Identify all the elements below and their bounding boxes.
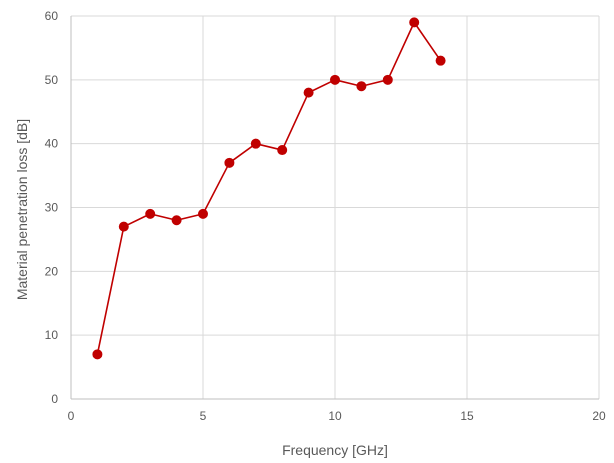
data-point [330, 74, 340, 85]
y-tick-label: 60 [45, 9, 59, 23]
y-tick-label: 50 [45, 73, 59, 87]
y-tick-label: 0 [51, 392, 58, 406]
y-axis-title: Material penetration loss [dB] [14, 119, 30, 300]
x-tick-label: 20 [592, 409, 606, 423]
axes [70, 16, 599, 400]
data-point [198, 208, 208, 219]
gridlines [71, 15, 600, 399]
series-line [96, 21, 442, 355]
y-tick-label: 40 [45, 137, 59, 151]
data-point [118, 221, 129, 232]
data-series [92, 17, 446, 360]
data-point [171, 215, 182, 226]
data-point [382, 74, 393, 85]
x-tick-labels: 0 5 10 15 20 [68, 409, 606, 423]
y-tick-label: 10 [45, 328, 59, 342]
data-point [250, 138, 261, 149]
y-tick-label: 20 [45, 264, 59, 278]
x-tick-label: 0 [68, 409, 75, 423]
data-point [224, 157, 235, 168]
data-point [435, 55, 446, 66]
x-tick-label: 5 [200, 409, 207, 423]
data-point [277, 145, 288, 156]
data-point [145, 208, 156, 219]
y-tick-labels: 0 10 20 30 40 50 60 [45, 9, 59, 406]
data-point [92, 349, 103, 360]
data-point [356, 81, 367, 92]
x-tick-label: 15 [460, 409, 474, 423]
data-point [409, 17, 420, 28]
y-tick-label: 30 [45, 201, 59, 215]
data-point [303, 87, 314, 98]
x-tick-label: 10 [328, 409, 342, 423]
x-axis-title: Frequency [GHz] [282, 442, 388, 458]
